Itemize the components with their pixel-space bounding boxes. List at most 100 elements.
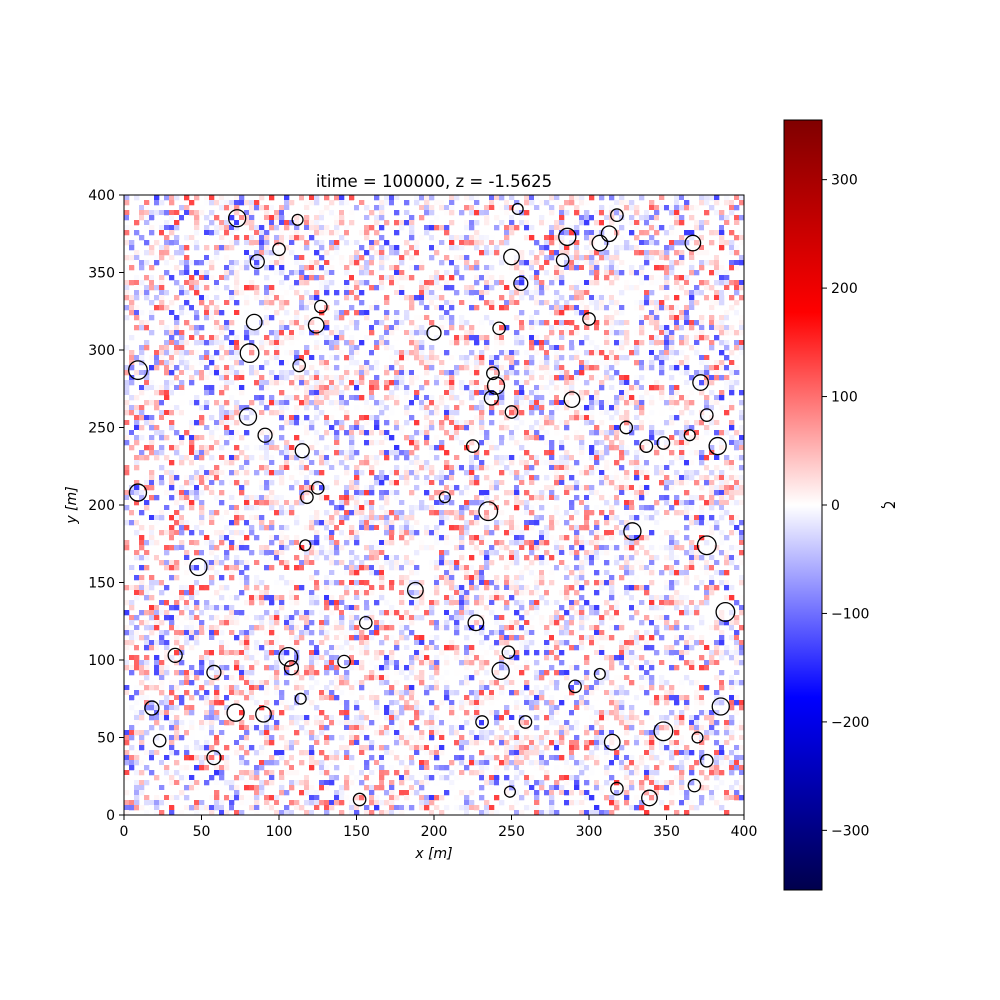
field-cell [299,380,305,386]
field-cell [369,400,375,406]
field-cell [144,200,150,206]
field-cell [339,520,345,526]
field-cell [199,270,205,276]
field-cell [204,655,210,661]
field-cell [159,290,165,296]
field-cell [339,235,345,241]
field-cell [464,765,470,771]
field-cell [179,530,185,536]
field-cell [489,545,495,551]
field-cell [129,355,135,361]
field-cell [404,770,410,776]
field-cell [189,595,195,601]
field-cell [149,770,155,776]
field-cell [124,755,130,761]
field-cell [179,375,185,381]
field-cell [424,655,430,661]
field-cell [404,705,410,711]
field-cell [439,650,445,656]
field-cell [249,275,255,281]
field-cell [369,470,375,476]
field-cell [184,615,190,621]
field-cell [219,205,225,211]
field-cell [389,390,395,396]
field-cell [184,780,190,786]
field-cell [199,510,205,516]
field-cell [424,430,430,436]
field-cell [369,390,375,396]
field-cell [449,560,455,566]
field-cell [309,470,315,476]
field-cell [484,600,490,606]
field-cell [429,445,435,451]
field-cell [179,775,185,781]
field-cell [269,640,275,646]
field-cell [214,200,220,206]
field-cell [414,735,420,741]
field-cell [139,730,145,736]
field-cell [304,750,310,756]
field-cell [464,220,470,226]
field-cell [424,420,430,426]
field-cell [139,370,145,376]
field-cell [164,750,170,756]
field-cell [134,685,140,691]
field-cell [179,515,185,521]
field-cell [494,650,500,656]
field-cell [189,725,195,731]
field-cell [319,230,325,236]
field-cell [359,730,365,736]
field-cell [134,655,140,661]
field-cell [274,635,280,641]
field-cell [189,285,195,291]
field-cell [249,530,255,536]
field-cell [459,380,465,386]
field-cell [264,550,270,556]
field-cell [264,430,270,436]
field-cell [189,345,195,351]
field-cell [489,780,495,786]
field-cell [424,690,430,696]
field-cell [219,235,225,241]
field-cell [239,725,245,731]
field-cell [149,385,155,391]
field-cell [454,255,460,261]
field-cell [314,345,320,351]
field-cell [169,350,175,356]
field-cell [439,205,445,211]
field-cell [229,535,235,541]
field-cell [414,430,420,436]
field-cell [454,650,460,656]
field-cell [484,440,490,446]
field-cell [209,470,215,476]
field-cell [219,415,225,421]
field-cell [289,785,295,791]
field-cell [179,455,185,461]
field-cell [229,330,235,336]
field-cell [304,365,310,371]
field-cell [349,560,355,566]
field-cell [159,245,165,251]
field-cell [254,700,260,706]
field-cell [194,340,200,346]
field-cell [444,480,450,486]
field-cell [379,335,385,341]
field-cell [224,350,230,356]
field-cell [164,705,170,711]
field-cell [144,765,150,771]
field-cell [319,665,325,671]
field-cell [409,695,415,701]
field-cell [259,625,265,631]
field-cell [424,305,430,311]
field-cell [279,675,285,681]
field-cell [204,790,210,796]
field-cell [404,480,410,486]
field-cell [204,195,210,201]
field-cell [494,540,500,546]
field-cell [369,550,375,556]
field-cell [334,355,340,361]
field-cell [299,325,305,331]
field-cell [429,685,435,691]
field-cell [484,695,490,701]
field-cell [179,460,185,466]
